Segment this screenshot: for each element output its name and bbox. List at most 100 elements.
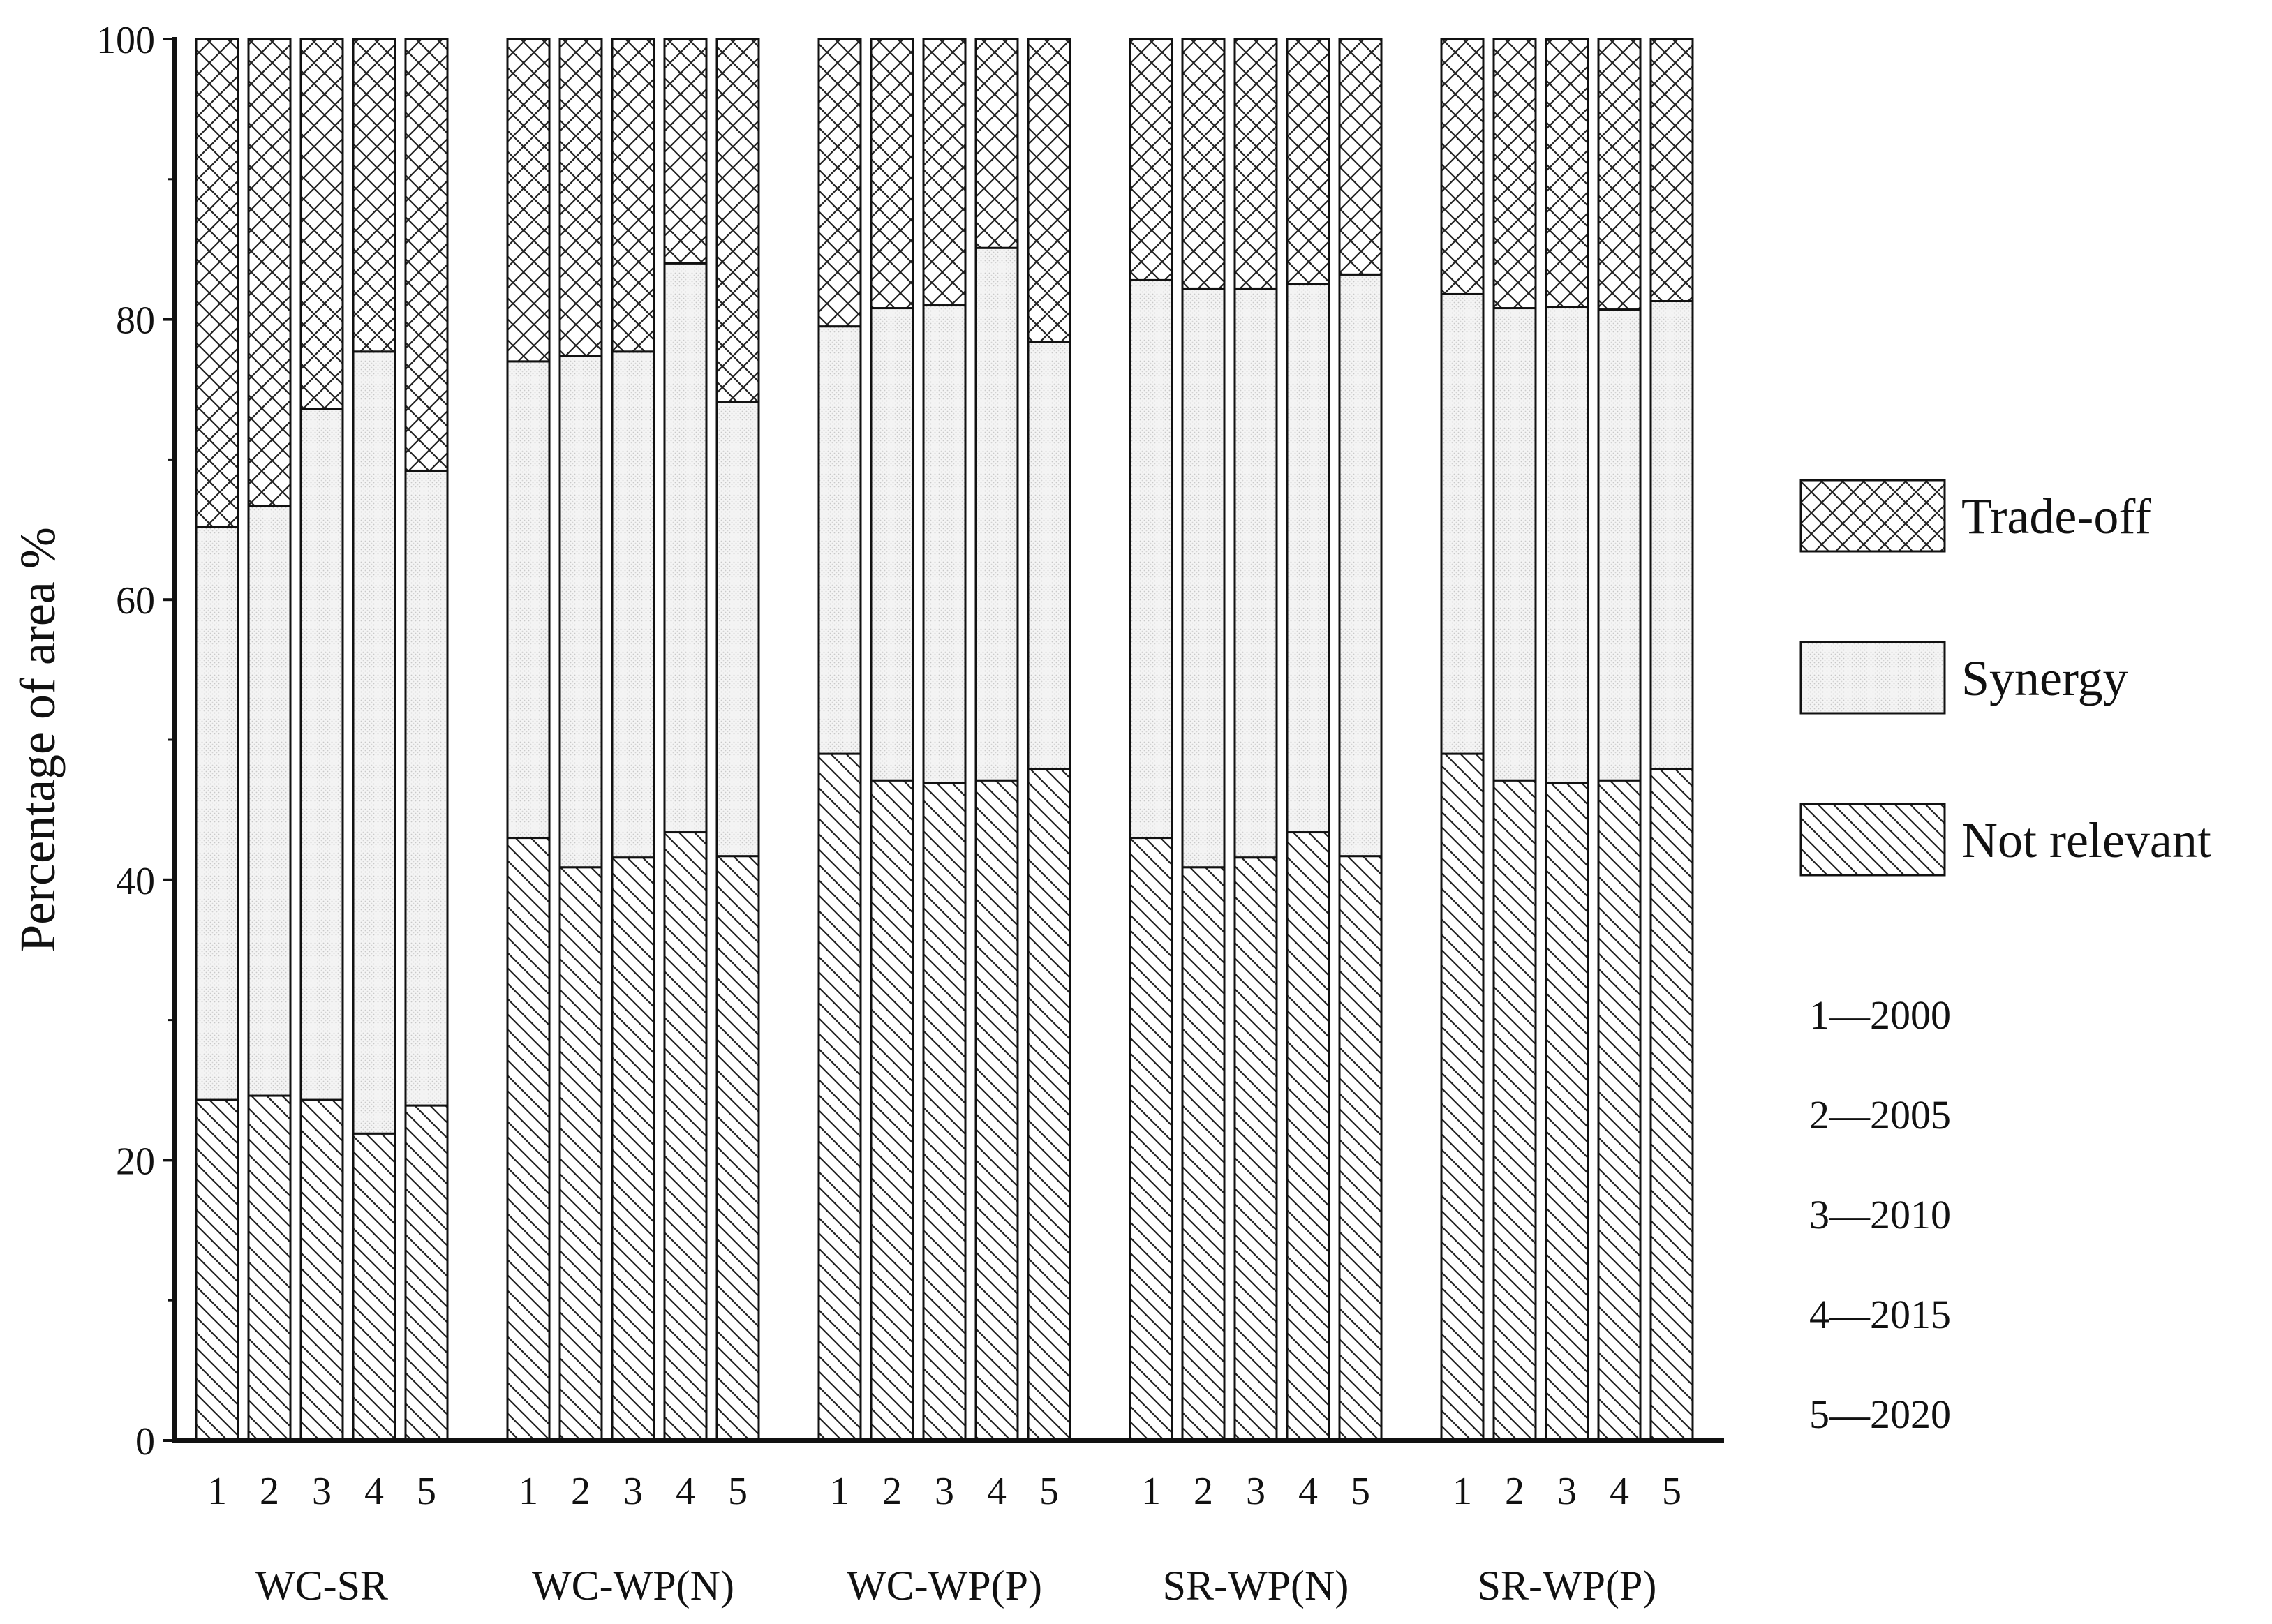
bar-wc-wp-p-2-not-relevant: [870, 779, 914, 1442]
bar-wc-wp-n-3-trade-off: [611, 38, 655, 353]
bar-wc-wp-n-4-synergy: [663, 262, 708, 834]
bar-sr-wp-p-3-not-relevant: [1545, 782, 1589, 1442]
x-tick-label: 1: [1453, 1470, 1472, 1513]
bar-wc-wp-p-5-synergy: [1027, 341, 1071, 770]
year-note: 3—2010: [1809, 1192, 1951, 1237]
bar-wc-wp-n-4-not-relevant: [663, 831, 708, 1442]
bar-sr-wp-p-4-trade-off: [1597, 38, 1642, 311]
bar-sr-wp-p-5-not-relevant: [1649, 768, 1694, 1442]
bar-wc-wp-p-1-not-relevant: [817, 752, 862, 1442]
bar-wc-sr-3-not-relevant: [299, 1098, 344, 1442]
y-axis-label: Percentage of area %: [10, 527, 66, 953]
bar-sr-wp-n-2-not-relevant: [1181, 866, 1226, 1442]
x-tick-label: 3: [1246, 1470, 1265, 1513]
bar-wc-wp-n-2-trade-off: [558, 38, 603, 357]
bar-sr-wp-p-2-trade-off: [1492, 38, 1537, 310]
bar-sr-wp-n-3-not-relevant: [1233, 856, 1278, 1442]
bar-wc-sr-5-trade-off: [404, 38, 449, 472]
bar-sr-wp-p-3-synergy: [1545, 306, 1589, 784]
bar-sr-wp-n-2-trade-off: [1181, 38, 1226, 290]
bar-sr-wp-p-2-synergy: [1492, 307, 1537, 782]
bar-wc-wp-p-2-trade-off: [870, 38, 914, 310]
bar-wc-wp-n-1-trade-off: [506, 38, 551, 363]
bar-wc-wp-n-1-not-relevant: [506, 837, 551, 1442]
x-tick-label: 4: [364, 1470, 384, 1513]
bar-wc-wp-p-1-trade-off: [817, 38, 862, 328]
x-tick-label: 3: [1557, 1470, 1577, 1513]
bars-layer: [195, 38, 1694, 1442]
x-tick-label: 2: [882, 1470, 902, 1513]
bar-wc-wp-n-4-trade-off: [663, 38, 708, 265]
bar-wc-wp-n-3-synergy: [611, 350, 655, 859]
legend-swatch-not-relevant: [1799, 803, 1946, 877]
bar-sr-wp-p-1-trade-off: [1440, 38, 1485, 295]
axes-layer: [163, 37, 1724, 1443]
bar-sr-wp-p-3-trade-off: [1545, 38, 1589, 308]
bar-sr-wp-n-5-trade-off: [1338, 38, 1383, 276]
x-tick-label: 1: [1141, 1470, 1161, 1513]
bar-sr-wp-p-1-synergy: [1440, 292, 1485, 755]
bar-sr-wp-p-1-not-relevant: [1440, 752, 1485, 1442]
y-tick-label: 40: [116, 860, 155, 903]
bar-wc-sr-2-synergy: [247, 505, 292, 1097]
y-tick-label: 80: [116, 299, 155, 343]
x-tick-label: 3: [935, 1470, 954, 1513]
bar-wc-wp-n-5-trade-off: [715, 38, 760, 403]
year-note: 4—2015: [1809, 1292, 1951, 1337]
legend-label-synergy: Synergy: [1961, 650, 2128, 706]
y-tick-label: 0: [135, 1420, 155, 1463]
bar-sr-wp-n-3-synergy: [1233, 287, 1278, 859]
bar-wc-sr-2-trade-off: [247, 38, 292, 507]
x-tick-label: 5: [417, 1470, 436, 1513]
bar-wc-wp-p-1-synergy: [817, 325, 862, 755]
bar-wc-sr-5-not-relevant: [404, 1104, 449, 1442]
bar-wc-sr-1-not-relevant: [195, 1098, 239, 1442]
bar-sr-wp-n-4-trade-off: [1286, 38, 1330, 285]
bar-wc-wp-n-5-synergy: [715, 401, 760, 858]
x-tick-label: 3: [312, 1470, 332, 1513]
y-tick-label: 60: [116, 579, 155, 623]
bar-wc-wp-n-3-not-relevant: [611, 856, 655, 1442]
x-tick-label: 5: [728, 1470, 748, 1513]
group-label-wc-wp-n: WC-WP(N): [532, 1563, 734, 1609]
year-note: 5—2020: [1809, 1392, 1951, 1437]
bar-wc-sr-3-synergy: [299, 408, 344, 1101]
bar-wc-wp-p-3-trade-off: [922, 38, 967, 307]
bar-wc-wp-p-3-not-relevant: [922, 782, 967, 1442]
bar-sr-wp-n-1-trade-off: [1129, 38, 1173, 281]
bar-wc-wp-n-2-synergy: [558, 355, 603, 869]
legend-label-trade-off: Trade-off: [1961, 489, 2151, 544]
x-tick-label: 3: [623, 1470, 643, 1513]
x-tick-label: 2: [1505, 1470, 1524, 1513]
bar-wc-wp-n-5-not-relevant: [715, 855, 760, 1442]
bar-wc-sr-4-synergy: [352, 350, 396, 1135]
year-note: 1—2000: [1809, 992, 1951, 1038]
bar-wc-sr-1-synergy: [195, 526, 239, 1101]
bar-sr-wp-p-4-synergy: [1597, 308, 1642, 782]
legend-label-not-relevant: Not relevant: [1961, 812, 2211, 868]
x-tick-label: 1: [207, 1470, 227, 1513]
y-tick-label: 100: [96, 19, 155, 62]
x-tick-label: 2: [1194, 1470, 1213, 1513]
bar-sr-wp-n-4-not-relevant: [1286, 831, 1330, 1442]
labels-layer: 1 2 3 4 5WC-SR1 2 3 4 5WC-WP(N)1 2 3 4 5WC-WP(P)1 2 3 4…: [10, 19, 1681, 1609]
bar-wc-wp-p-4-not-relevant: [974, 779, 1019, 1442]
bar-wc-wp-n-2-not-relevant: [558, 866, 603, 1442]
bar-wc-wp-p-2-synergy: [870, 307, 914, 782]
y-tick-label: 20: [116, 1140, 155, 1183]
group-label-sr-wp-p: SR-WP(P): [1478, 1563, 1657, 1609]
x-tick-label: 1: [519, 1470, 538, 1513]
x-tick-label: 5: [1351, 1470, 1370, 1513]
bar-wc-wp-n-1-synergy: [506, 360, 551, 840]
bar-sr-wp-p-5-trade-off: [1649, 38, 1694, 302]
x-tick-label: 2: [260, 1470, 279, 1513]
legend-swatch-trade-off: [1799, 479, 1946, 553]
x-tick-label: 5: [1039, 1470, 1059, 1513]
bar-sr-wp-p-2-not-relevant: [1492, 779, 1537, 1442]
bar-sr-wp-n-1-not-relevant: [1129, 837, 1173, 1442]
bar-wc-wp-p-5-not-relevant: [1027, 768, 1071, 1442]
group-label-wc-wp-p: WC-WP(P): [847, 1563, 1042, 1609]
x-tick-label: 2: [571, 1470, 591, 1513]
